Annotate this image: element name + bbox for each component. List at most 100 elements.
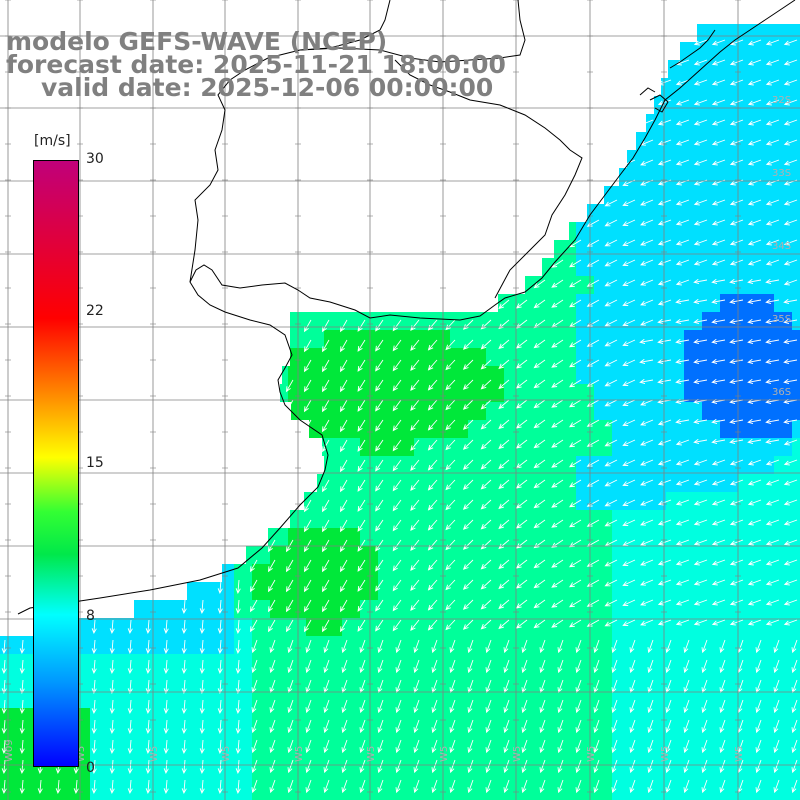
wind-arrow: [339, 599, 348, 613]
ocean-cell: [738, 762, 756, 780]
ocean-cell: [774, 348, 792, 366]
ocean-cell: [378, 510, 396, 528]
lagoon-coast: [394, 59, 583, 299]
ocean-cell: [576, 546, 594, 564]
wind-arrow: [657, 499, 672, 506]
wind-arrow: [693, 39, 708, 46]
wind-arrow: [323, 779, 330, 794]
ocean-cell: [468, 690, 486, 708]
wind-arrow: [163, 679, 169, 695]
ocean-cell: [576, 654, 594, 672]
wind-arrow: [498, 399, 510, 410]
wind-arrow: [557, 639, 564, 654]
ocean-cell: [792, 222, 800, 240]
ocean-cell: [324, 366, 342, 384]
wind-arrow: [357, 379, 366, 392]
ocean-cell: [522, 798, 540, 800]
wind-arrow: [480, 439, 492, 450]
wind-arrow: [533, 379, 546, 389]
wind-arrow: [657, 239, 672, 246]
ocean-cell: [594, 546, 612, 564]
wind-arrow: [711, 438, 726, 445]
ocean-cell: [648, 402, 666, 420]
ocean-cell: [540, 474, 558, 492]
ocean-cell: [774, 420, 792, 438]
ocean-cell: [630, 672, 648, 690]
ocean-cell: [414, 312, 432, 330]
ocean-cell: [486, 402, 504, 420]
wind-arrow: [693, 358, 708, 365]
ocean-cell: [612, 204, 630, 222]
ocean-cell: [468, 546, 486, 564]
wind-arrow: [693, 559, 708, 566]
ocean-cell: [378, 600, 396, 618]
wind-arrow: [719, 639, 726, 654]
wind-arrow: [711, 619, 726, 626]
wind-arrow: [657, 539, 672, 546]
wind-arrow: [199, 739, 205, 755]
wind-arrow: [375, 619, 384, 632]
wind-arrow: [498, 419, 510, 430]
title-forecast-date: forecast date: 2025-11-21 18:00:00: [6, 50, 506, 79]
ocean-cell: [576, 690, 594, 708]
wind-arrow: [515, 359, 528, 369]
lat-label: 32S: [772, 95, 791, 106]
wind-arrow: [251, 759, 258, 774]
wind-arrow: [729, 99, 744, 106]
wind-arrow: [269, 719, 276, 734]
ocean-cell: [558, 672, 576, 690]
ocean-cell: [576, 564, 594, 582]
wind-arrow: [593, 639, 600, 654]
wind-arrow: [657, 519, 672, 526]
ocean-cell: [666, 546, 684, 564]
ocean-cell: [360, 762, 378, 780]
ocean-cell: [378, 330, 396, 348]
wind-arrow: [480, 339, 492, 350]
wind-arrow: [551, 559, 564, 568]
ocean-cell: [612, 636, 630, 654]
ocean-cell: [486, 474, 504, 492]
ocean-cell: [720, 492, 738, 510]
ocean-cell: [306, 726, 324, 744]
ocean-cell: [270, 798, 288, 800]
wind-arrow: [665, 699, 672, 714]
wind-arrow: [586, 519, 600, 527]
ocean-cell: [540, 618, 558, 636]
wind-arrow: [765, 438, 780, 445]
wind-arrow: [773, 639, 780, 654]
ocean-cell: [522, 726, 540, 744]
wind-arrow: [235, 599, 241, 615]
wind-arrow: [163, 759, 169, 775]
ocean-cell: [468, 726, 486, 744]
wind-arrow: [629, 639, 636, 654]
ocean-cell: [702, 636, 720, 654]
wind-arrow: [783, 338, 798, 345]
ocean-cell: [738, 222, 756, 240]
ocean-cell: [648, 690, 666, 708]
ocean-cell: [702, 726, 720, 744]
ocean-cell: [504, 618, 522, 636]
wind-arrow: [569, 419, 582, 428]
wind-arrow: [729, 619, 744, 626]
ocean-cell: [720, 582, 738, 600]
wind-arrow: [341, 739, 348, 754]
ocean-cell: [360, 474, 378, 492]
ocean-cell: [468, 312, 486, 330]
wind-arrow: [375, 399, 384, 412]
ocean-cell: [720, 690, 738, 708]
wind-arrow: [427, 619, 438, 631]
ocean-cell: [540, 744, 558, 762]
ocean-cell: [666, 654, 684, 672]
wind-arrow: [569, 299, 582, 308]
ocean-cell: [738, 384, 756, 402]
lon-label: W5: [660, 746, 671, 762]
wind-arrow: [711, 139, 726, 146]
wind-arrow: [539, 759, 546, 774]
ocean-cell: [756, 618, 774, 636]
ocean-cell: [648, 168, 666, 186]
wind-arrow: [303, 599, 312, 613]
ocean-cell: [342, 582, 360, 600]
wind-arrow: [675, 279, 690, 286]
wind-arrow: [604, 339, 618, 347]
wind-arrow: [711, 499, 726, 506]
